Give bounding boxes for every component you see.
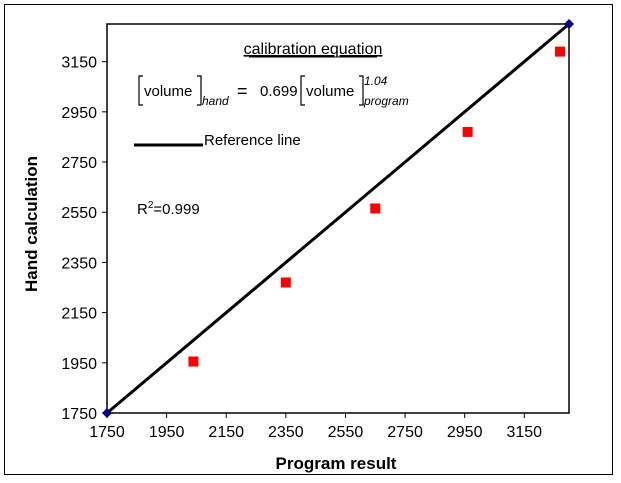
reference-line-endpoint-marker [564,19,574,29]
x-tick-label: 2750 [387,424,423,441]
y-tick-label: 1950 [61,356,97,373]
data-point [188,356,199,367]
data-point [280,277,291,288]
axes: 1750 1950 2150 2350 2550 2750 2950 3150 1750 1950… [61,23,570,441]
y-tick-label: 2350 [61,255,97,272]
equation-title: calibration equation [244,41,383,58]
r2-prefix: R [137,201,148,218]
x-tick-label: 1750 [89,424,125,441]
x-tick-label: 2550 [328,424,364,441]
rhs-left-bracket [300,75,305,106]
x-tick-label: 2350 [268,424,304,441]
data-point [370,203,381,214]
lhs-volume: volume [144,83,192,100]
x-tick-label: 2150 [208,424,244,441]
y-tick-label: 2550 [61,205,97,222]
equals-sign: = [237,81,248,101]
y-tick-label: 3150 [61,55,97,72]
rhs-volume: volume [306,83,354,100]
legend-label: Reference line [204,132,301,149]
x-tick-label: 1950 [149,424,185,441]
y-tick-label: 1750 [61,406,97,423]
y-tick-label: 2750 [61,155,97,172]
data-point [555,46,566,57]
x-tick-label: 3150 [506,424,542,441]
lhs-subscript: hand [202,94,229,108]
y-tick-label: 2150 [61,306,97,323]
r2-superscript: 2 [148,200,154,211]
data-marks [102,19,574,418]
reference-line [106,22,570,415]
r-squared: R2=0.999 [137,200,200,218]
rhs-right-bracket [359,75,364,106]
coefficient: 0.699 [260,83,298,100]
y-axis-title: Hand calculation [22,156,41,292]
calibration-equation: volume hand = 0.699 volume 1.04 program [138,74,409,108]
lhs-right-bracket [197,75,202,106]
chart-frame [4,4,613,475]
x-axis-title: Program result [276,454,397,473]
rhs-subscript: program [363,94,409,108]
y-tick-label: 2950 [61,105,97,122]
x-tick-label: 2950 [447,424,483,441]
plot-area-border [106,23,570,414]
reference-line-endpoint-marker [102,408,112,418]
rhs-exponent: 1.04 [364,74,388,88]
r2-value: =0.999 [153,201,199,218]
data-point [462,126,473,137]
lhs-left-bracket [138,75,143,106]
